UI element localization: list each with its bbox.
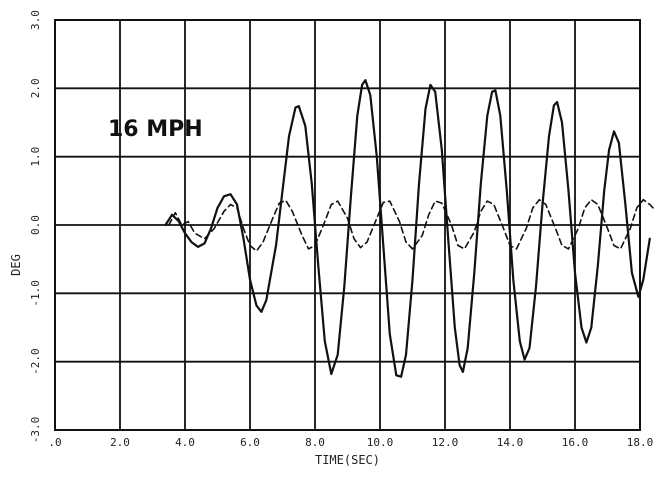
plot-frame <box>54 19 641 431</box>
x-tick-label: 4.0 <box>175 436 195 449</box>
grid <box>55 20 640 430</box>
x-tick-label: 10.0 <box>367 436 394 449</box>
x-tick-label: .0 <box>48 436 61 449</box>
x-tick-label: 12.0 <box>432 436 459 449</box>
y-tick-label: -2.0 <box>29 348 42 375</box>
y-axis-label: DEG <box>9 254 23 276</box>
y-tick-labels: -3.0 -2.0 -1.0 0.0 1.0 2.0 3.0 <box>29 10 42 443</box>
y-tick-label: 1.0 <box>29 147 42 167</box>
x-tick-label: 2.0 <box>110 436 130 449</box>
y-tick-label: 3.0 <box>29 10 42 30</box>
y-tick-label: 0.0 <box>29 215 42 235</box>
x-tick-label: 6.0 <box>240 436 260 449</box>
series-layer <box>164 79 654 378</box>
x-tick-label: 16.0 <box>562 436 589 449</box>
y-tick-label: -3.0 <box>29 417 42 444</box>
x-tick-label: 8.0 <box>305 436 325 449</box>
series-line-dashed <box>168 198 654 252</box>
x-tick-label: 18.0 <box>627 436 654 449</box>
speed-annotation: 16 MPH <box>108 117 203 142</box>
series-line-solid <box>164 79 651 378</box>
y-tick-label: 2.0 <box>29 78 42 98</box>
x-tick-labels: .0 2.0 4.0 6.0 8.0 10.0 12.0 14.0 16.0 18.0 <box>48 436 653 449</box>
x-axis-label: TIME(SEC) <box>315 453 380 467</box>
x-tick-label: 14.0 <box>497 436 524 449</box>
y-tick-label: -1.0 <box>29 280 42 307</box>
